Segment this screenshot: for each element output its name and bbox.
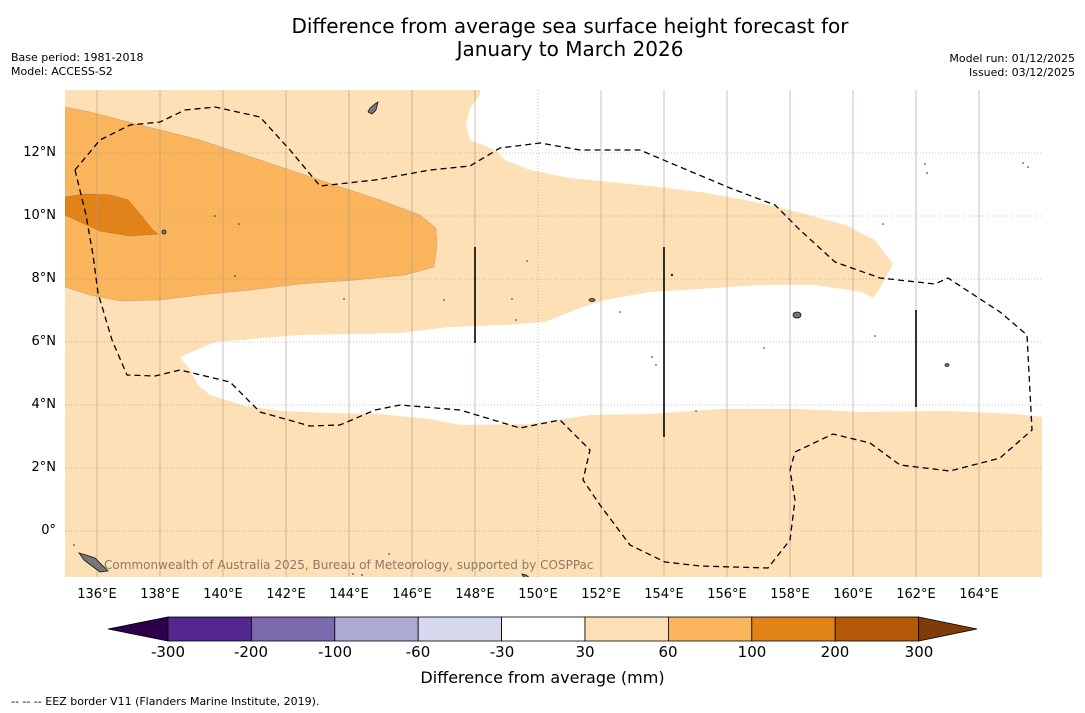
island-palau (78, 552, 109, 573)
colorbar-bin-7 (668, 616, 753, 642)
island-kosrae (944, 363, 950, 367)
base-period: Base period: 1981-2018 (11, 51, 144, 64)
lon-label-156e: 156°E (707, 587, 747, 602)
island-south (521, 573, 530, 577)
lat-label-12n: 12°N (23, 145, 56, 160)
colorbar-bin-5 (501, 616, 586, 642)
colorbar-tick: -30 (489, 643, 515, 661)
lon-label-160e: 160°E (833, 587, 873, 602)
colorbar-bin-2 (250, 616, 336, 642)
colorbar-tick: 60 (658, 643, 678, 661)
chart-title: Difference from average sea surface heig… (0, 15, 1085, 61)
map-area (65, 90, 1042, 577)
island-guam (367, 101, 379, 115)
colorbar-tick: -60 (405, 643, 431, 661)
lon-label-148e: 148°E (455, 587, 495, 602)
lon-label-140e: 140°E (203, 587, 243, 602)
colorbar-tick: 100 (737, 643, 767, 661)
colorbar-bin-1 (167, 616, 252, 642)
lon-label-144e: 144°E (329, 587, 369, 602)
colorbar-bin-3 (334, 616, 419, 642)
lat-gridlines (65, 152, 1042, 532)
eez-borders (74, 106, 1033, 569)
lon-label-138e: 138°E (140, 587, 180, 602)
colorbar-tick: 30 (575, 643, 595, 661)
copyright-watermark: Commonwealth of Australia 2025, Bureau o… (104, 558, 594, 572)
lon-label-158e: 158°E (770, 587, 810, 602)
lon-label-152e: 152°E (581, 587, 621, 602)
colorbar-tick: 200 (820, 643, 850, 661)
colorbar-bin-9 (834, 616, 920, 642)
colorbar-under-arrow (107, 616, 169, 642)
atolls (73, 162, 1029, 576)
colorbar-tick: -100 (317, 643, 353, 661)
lon-label-136e: 136°E (77, 587, 117, 602)
eez-vertical-segments (474, 247, 917, 437)
lat-label-4n: 4°N (31, 397, 57, 412)
meta-right: Model run: 01/12/2025 Issued: 03/12/2025 (949, 52, 1075, 80)
title-line-2: January to March 2026 (456, 37, 684, 61)
lon-label-162e: 162°E (896, 587, 936, 602)
eez-footnote: -- -- -- EEZ border V11 (Flanders Marine… (11, 695, 320, 708)
lon-label-146e: 146°E (392, 587, 432, 602)
anomaly-100-200-region (65, 193, 159, 237)
colorbar-label: Difference from average (mm) (420, 668, 665, 687)
anomaly-neutral-region (180, 90, 1042, 425)
island-yap (161, 229, 167, 235)
model-run: Model run: 01/12/2025 (949, 52, 1075, 65)
issued-date: Issued: 03/12/2025 (968, 66, 1075, 79)
lon-label-164e: 164°E (959, 587, 999, 602)
lat-label-0: 0° (41, 523, 56, 538)
colorbar-tick: -300 (150, 643, 186, 661)
island-pohnpei (792, 311, 802, 319)
colorbar-bin-6 (584, 616, 669, 642)
colorbar-bin-8 (751, 616, 836, 642)
islands (78, 101, 950, 577)
colorbar-bin-4 (417, 616, 503, 642)
lat-label-10n: 10°N (23, 208, 56, 223)
lon-label-150e: 150°E (518, 587, 558, 602)
model-name: Model: ACCESS-S2 (11, 65, 113, 78)
lon-label-142e: 142°E (266, 587, 306, 602)
lat-label-2n: 2°N (31, 460, 57, 475)
lat-label-6n: 6°N (31, 334, 57, 349)
lat-label-8n: 8°N (31, 271, 57, 286)
island-chuuk (588, 298, 596, 302)
meta-left: Base period: 1981-2018 Model: ACCESS-S2 (11, 51, 143, 79)
anomaly-60-100-region (65, 106, 438, 302)
colorbar-tick: 300 (904, 643, 934, 661)
colorbar-over-arrow (918, 616, 978, 642)
colorbar-tick: -200 (233, 643, 269, 661)
title-line-1: Difference from average sea surface heig… (291, 14, 849, 38)
lon-label-154e: 154°E (644, 587, 684, 602)
